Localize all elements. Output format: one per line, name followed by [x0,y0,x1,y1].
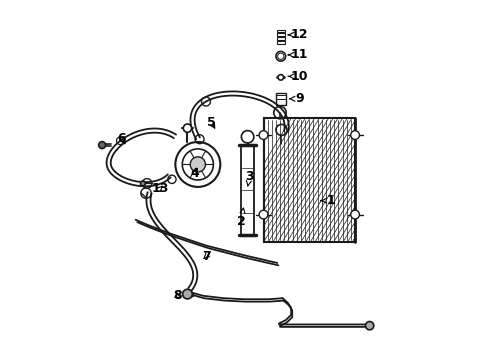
Circle shape [365,321,373,330]
Text: 11: 11 [287,48,308,62]
Bar [276,37,285,40]
Bar [275,93,285,105]
Circle shape [182,289,192,299]
Text: 6: 6 [117,132,126,145]
Text: 9: 9 [289,92,304,105]
Circle shape [183,124,191,132]
Bar [276,41,285,44]
Circle shape [190,157,205,172]
Text: 5: 5 [207,117,216,130]
Circle shape [259,131,267,139]
Circle shape [140,181,145,186]
Text: 1: 1 [320,194,335,207]
Text: 4: 4 [190,167,198,180]
Text: 7: 7 [202,249,210,262]
Text: 8: 8 [172,289,181,302]
Bar [241,145,254,235]
Bar [276,33,285,36]
Circle shape [350,210,359,219]
Circle shape [278,75,283,80]
Circle shape [350,131,359,139]
Bar [276,30,285,32]
Text: 13: 13 [151,182,168,195]
Text: 10: 10 [287,70,308,83]
Circle shape [99,141,105,149]
Bar [263,118,354,242]
Text: 12: 12 [287,28,308,41]
Text: 3: 3 [245,170,253,186]
Circle shape [259,210,267,219]
Text: 2: 2 [236,208,245,228]
